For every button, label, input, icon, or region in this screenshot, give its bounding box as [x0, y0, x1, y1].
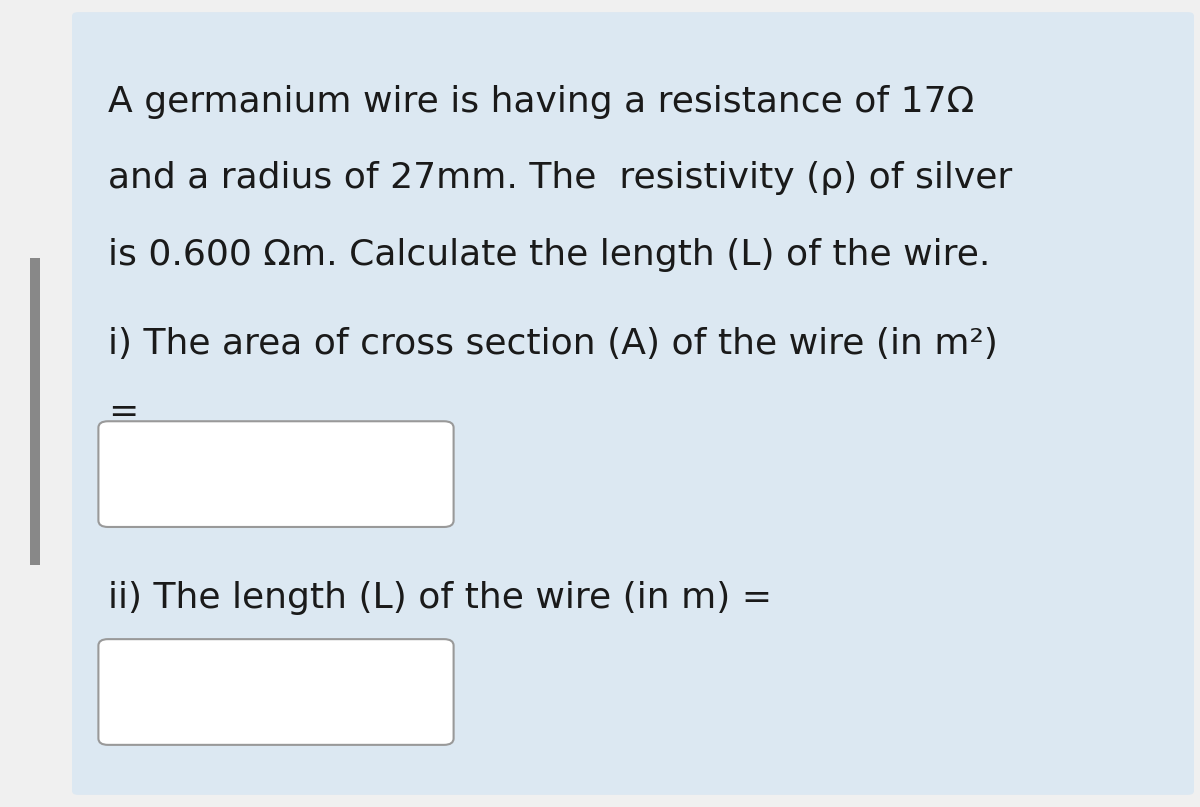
- FancyBboxPatch shape: [72, 12, 1194, 795]
- Text: =: =: [108, 395, 138, 429]
- Text: A germanium wire is having a resistance of 17Ω: A germanium wire is having a resistance …: [108, 85, 974, 119]
- FancyBboxPatch shape: [98, 421, 454, 527]
- FancyBboxPatch shape: [98, 639, 454, 745]
- Text: i) The area of cross section (A) of the wire (in m²): i) The area of cross section (A) of the …: [108, 327, 998, 361]
- Text: and a radius of 27mm. The  resistivity (ρ) of silver: and a radius of 27mm. The resistivity (ρ…: [108, 161, 1013, 195]
- Text: is 0.600 Ωm. Calculate the length (L) of the wire.: is 0.600 Ωm. Calculate the length (L) of…: [108, 238, 990, 272]
- Text: ii) The length (L) of the wire (in m) =: ii) The length (L) of the wire (in m) =: [108, 581, 772, 615]
- Bar: [30, 258, 40, 565]
